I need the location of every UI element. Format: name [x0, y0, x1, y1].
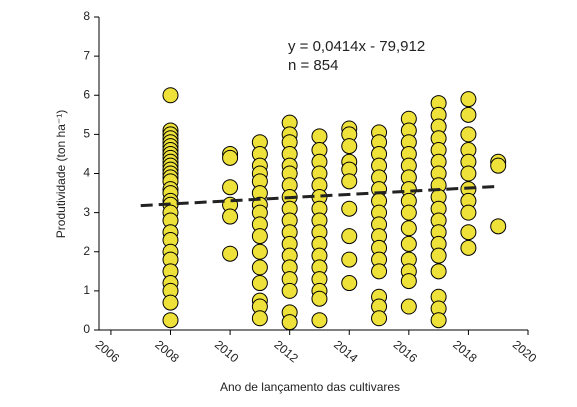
point: [341, 251, 358, 268]
point: [251, 228, 268, 245]
point: [400, 273, 417, 290]
x-tick-label: 2014: [331, 337, 361, 365]
x-tick-label: 2012: [271, 337, 301, 365]
point: [251, 243, 268, 260]
point: [400, 204, 417, 221]
point: [311, 290, 328, 307]
y-tick-label: 8: [83, 9, 90, 23]
point: [162, 87, 179, 104]
point: [341, 200, 358, 217]
x-tick-label: 2016: [391, 337, 421, 365]
trend-line: [140, 184, 499, 208]
point: [430, 263, 447, 280]
y-tick-label: 7: [83, 48, 90, 62]
point: [460, 91, 477, 108]
point: [311, 312, 328, 329]
x-tick-label: 2006: [93, 337, 123, 365]
point: [400, 220, 417, 237]
equation: y = 0,0414x - 79,912: [288, 38, 425, 55]
point: [251, 310, 268, 327]
y-tick-label: 1: [83, 283, 90, 297]
point: [222, 179, 239, 196]
y-tick-label: 6: [83, 87, 90, 101]
point: [430, 312, 447, 329]
y-tick-label: 5: [83, 127, 90, 141]
point: [222, 208, 239, 225]
point: [162, 312, 179, 329]
point: [341, 275, 358, 292]
point: [311, 128, 328, 145]
point: [341, 228, 358, 245]
point: [341, 173, 358, 190]
y-axis-label: Produtividade (ton ha⁻¹): [54, 110, 68, 238]
point: [460, 204, 477, 221]
x-tick-label: 2010: [212, 337, 242, 365]
point: [371, 263, 388, 280]
point: [460, 126, 477, 143]
y-tick-label: 4: [83, 166, 90, 180]
y-tick-label: 0: [83, 322, 90, 336]
x-axis-label: Ano de lançamento das cultivares: [220, 380, 400, 394]
x-tick-label: 2018: [450, 337, 480, 365]
point: [341, 138, 358, 155]
point: [460, 239, 477, 256]
point: [460, 165, 477, 182]
point: [371, 310, 388, 327]
point: [162, 294, 179, 311]
point: [281, 282, 298, 299]
point: [490, 157, 507, 174]
point: [460, 106, 477, 123]
point: [400, 235, 417, 252]
x-tick-label: 2020: [510, 337, 540, 365]
y-tick-label: 3: [83, 205, 90, 219]
y-tick-label: 2: [83, 244, 90, 258]
point: [430, 247, 447, 264]
sample-size: n = 854: [288, 57, 338, 74]
point: [281, 314, 298, 331]
x-tick-label: 2008: [152, 337, 182, 365]
point: [251, 259, 268, 276]
point: [222, 245, 239, 262]
point: [400, 298, 417, 315]
point: [490, 218, 507, 235]
point: [460, 224, 477, 241]
point: [222, 149, 239, 166]
point: [251, 275, 268, 292]
